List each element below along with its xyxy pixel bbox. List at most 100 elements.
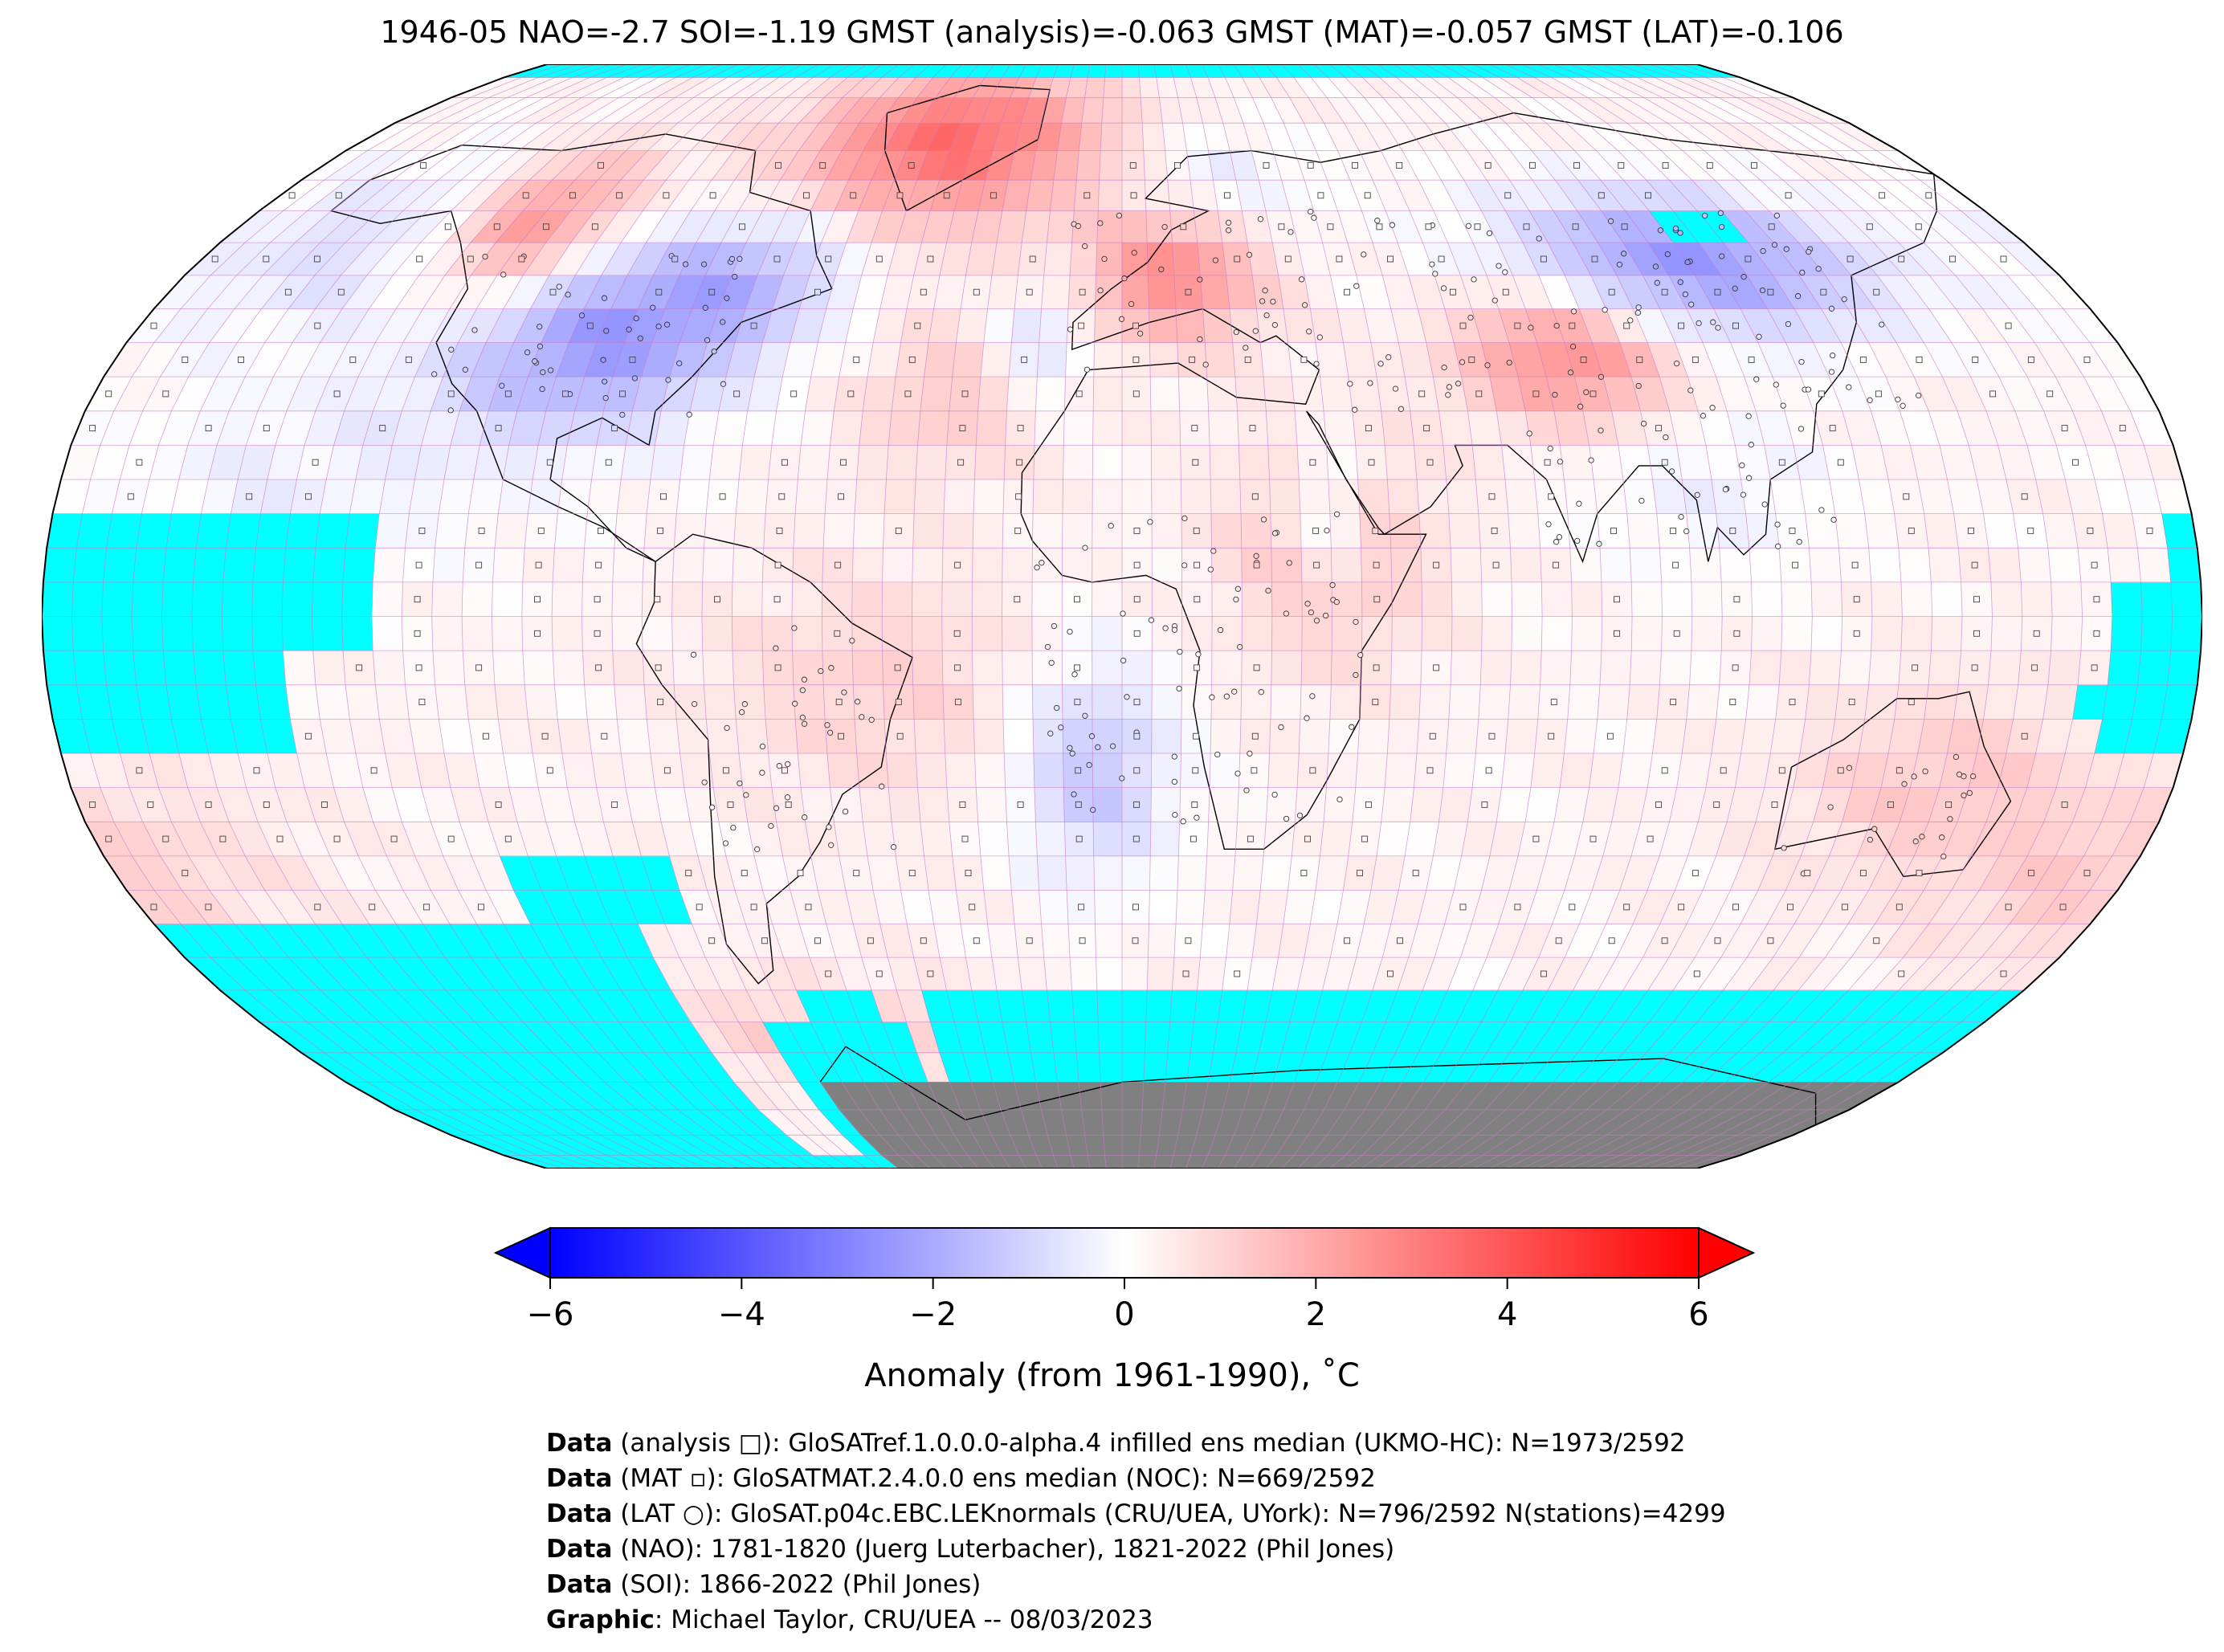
mat-box-marker: [1968, 527, 1974, 534]
anomaly-cell: [1953, 684, 1989, 720]
lat-station-marker: [1392, 385, 1399, 392]
anomaly-cell: [1443, 753, 1476, 788]
anomaly-cell: [1094, 308, 1123, 343]
mat-box-marker: [814, 288, 821, 296]
anomaly-cell: [920, 376, 953, 412]
mat-box-marker: [739, 223, 745, 230]
lat-station-marker: [1082, 243, 1088, 250]
anomaly-cell: [1329, 513, 1361, 549]
lat-station-marker: [799, 687, 806, 694]
mat-box-marker: [150, 322, 157, 329]
anomaly-cell: [432, 548, 466, 583]
mat-box-marker: [418, 527, 426, 534]
mat-box-marker: [1075, 390, 1083, 398]
mat-box-marker: [314, 322, 321, 329]
lat-station-marker: [1158, 266, 1165, 273]
mat-box-marker: [1459, 322, 1467, 329]
lat-station-marker: [1828, 305, 1835, 312]
anomaly-cell: [2110, 616, 2143, 651]
anomaly-cell: [1149, 342, 1179, 377]
lat-station-marker: [1445, 392, 1451, 398]
lat-station-marker: [879, 783, 885, 789]
anomaly-cell: [881, 581, 913, 617]
mat-box-marker: [601, 732, 608, 740]
anomaly-cell: [1145, 989, 1173, 1022]
lat-station-marker: [1911, 773, 1917, 780]
anomaly-cell: [1418, 513, 1451, 549]
anomaly-cell: [1151, 548, 1182, 583]
anomaly-cell: [854, 719, 887, 754]
anomaly-cell: [131, 581, 164, 617]
anomaly-cell: [983, 308, 1015, 343]
anomaly-cell: [1204, 855, 1236, 891]
anomaly-cell: [983, 890, 1015, 924]
anomaly-cell: [1092, 684, 1123, 720]
lat-station-marker: [499, 382, 505, 389]
colorbar-tick-label: −2: [909, 1296, 957, 1333]
mat-box-marker: [671, 255, 679, 263]
anomaly-cell: [791, 616, 823, 651]
anomaly-cell: [101, 581, 134, 617]
mat-box-marker: [875, 255, 883, 263]
mat-box-marker: [1079, 288, 1086, 296]
anomaly-cell: [1348, 376, 1382, 412]
anomaly-cell: [952, 342, 985, 377]
mat-box-marker: [1192, 767, 1199, 774]
anomaly-cell: [43, 548, 77, 583]
mat-box-marker: [1191, 425, 1198, 432]
lat-station-marker: [1536, 235, 1542, 242]
anomaly-cell: [1928, 548, 1961, 583]
anomaly-cell: [1589, 445, 1624, 480]
anomaly-cell: [1151, 479, 1182, 514]
anomaly-cell: [1069, 957, 1098, 991]
lat-station-marker: [1916, 392, 1922, 399]
mat-box-marker: [1364, 192, 1371, 199]
mat-box-marker: [1673, 630, 1680, 637]
lat-station-marker: [1058, 724, 1064, 731]
mat-box-marker: [2061, 801, 2068, 808]
lat-station-marker: [1262, 288, 1268, 294]
chart-title: 1946-05 NAO=-2.7 SOI=-1.19 GMST (analysi…: [380, 14, 1844, 50]
lat-station-marker: [1748, 442, 1754, 448]
lat-station-marker: [802, 814, 808, 821]
anomaly-cell: [1041, 275, 1071, 309]
mat-box-marker: [953, 630, 961, 637]
lat-station-marker: [1607, 218, 1614, 225]
anomaly-cell: [311, 581, 344, 617]
mat-box-marker: [416, 255, 423, 263]
mat-box-marker: [1732, 322, 1739, 329]
anomaly-cell: [912, 616, 943, 651]
anomaly-cell: [1271, 616, 1303, 651]
lat-station-marker: [1128, 300, 1135, 308]
lat-station-marker: [1678, 513, 1684, 520]
lat-station-marker: [768, 822, 774, 830]
anomaly-cell: [1041, 924, 1071, 958]
mat-box-marker: [655, 288, 663, 296]
lat-station-marker: [633, 315, 639, 322]
mat-box-marker: [1014, 596, 1021, 603]
mat-box-marker: [1879, 192, 1886, 199]
lat-station-marker: [1672, 225, 1679, 232]
anomaly-cell: [497, 479, 533, 514]
anomaly-cell: [977, 376, 1010, 412]
anomaly-cell: [1451, 616, 1483, 651]
mat-box-marker: [478, 527, 485, 534]
mat-box-marker: [1021, 356, 1028, 363]
mat-box-marker: [896, 192, 904, 199]
anomaly-cell: [1092, 581, 1123, 617]
mat-box-marker: [1851, 561, 1859, 569]
mat-box-marker: [1555, 937, 1562, 944]
credits-block: Data (analysis □): GloSATref.1.0.0.0-alp…: [546, 1426, 1726, 1638]
land-cell: [1101, 1109, 1123, 1136]
anomaly-cell: [2107, 548, 2141, 583]
mat-box-marker: [955, 699, 961, 706]
lat-station-marker: [842, 808, 849, 815]
lat-station-marker: [1780, 402, 1786, 409]
mat-box-marker: [1623, 904, 1630, 911]
mat-box-marker: [1074, 699, 1081, 706]
lat-station-marker: [619, 411, 626, 418]
credit-label: Data: [546, 1464, 613, 1493]
land-cell: [1140, 1109, 1163, 1136]
anomaly-cell: [1510, 548, 1542, 583]
lat-station-marker: [447, 407, 454, 414]
